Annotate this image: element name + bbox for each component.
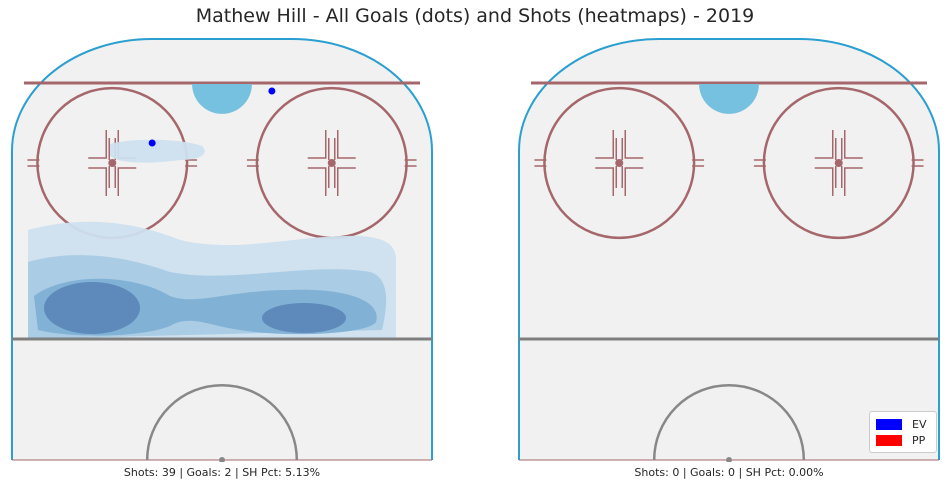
rink-boards bbox=[518, 38, 940, 460]
faceoff-dot bbox=[615, 159, 624, 167]
heatmap-level-1b bbox=[110, 139, 205, 163]
goal-crease bbox=[192, 84, 252, 114]
center-ice-circle bbox=[145, 384, 299, 461]
faceoff-dot bbox=[834, 159, 843, 167]
faceoff-l-mark bbox=[814, 130, 834, 159]
faceoff-l-mark bbox=[843, 130, 863, 159]
faceoff-circle bbox=[543, 86, 696, 240]
faceoff-dot bbox=[108, 159, 117, 167]
faceoff-circle bbox=[762, 86, 915, 240]
rink-plot-left bbox=[11, 38, 433, 462]
faceoff-l-mark bbox=[88, 167, 108, 196]
faceoff-l-mark bbox=[843, 167, 863, 196]
legend-swatch-pp bbox=[876, 435, 902, 446]
faceoff-l-mark bbox=[595, 167, 615, 196]
faceoff-l-mark bbox=[595, 130, 615, 159]
faceoff-l-mark bbox=[624, 167, 644, 196]
legend: EV PP bbox=[869, 411, 937, 453]
stats-caption-left: Shots: 39 | Goals: 2 | SH Pct: 5.13% bbox=[123, 466, 321, 479]
goal-point bbox=[268, 87, 276, 95]
heatmap-level-4b bbox=[262, 303, 346, 333]
legend-swatch-ev bbox=[876, 419, 902, 430]
legend-label-ev: EV bbox=[912, 418, 927, 431]
stats-caption-right: Shots: 0 | Goals: 0 | SH Pct: 0.00% bbox=[634, 466, 824, 479]
goal-crease bbox=[699, 84, 759, 114]
rink-panel-right bbox=[517, 34, 941, 462]
faceoff-l-mark bbox=[117, 167, 137, 196]
faceoff-l-mark bbox=[814, 167, 834, 196]
legend-label-pp: PP bbox=[912, 434, 926, 447]
center-ice-circle bbox=[652, 384, 806, 461]
goal-point bbox=[148, 139, 156, 147]
faceoff-l-mark bbox=[307, 167, 327, 196]
faceoff-l-mark bbox=[336, 130, 356, 159]
chart-title: Mathew Hill - All Goals (dots) and Shots… bbox=[195, 5, 755, 27]
faceoff-l-mark bbox=[88, 130, 108, 159]
faceoff-l-mark bbox=[336, 167, 356, 196]
rink-panel-left bbox=[10, 34, 434, 462]
faceoff-dot bbox=[327, 159, 336, 167]
faceoff-l-mark bbox=[307, 130, 327, 159]
heatmap-level-4 bbox=[44, 282, 140, 334]
faceoff-l-mark bbox=[624, 130, 644, 159]
rink-plot-right bbox=[518, 38, 940, 462]
center-ice-dot bbox=[726, 457, 732, 462]
center-ice-dot bbox=[219, 457, 225, 462]
